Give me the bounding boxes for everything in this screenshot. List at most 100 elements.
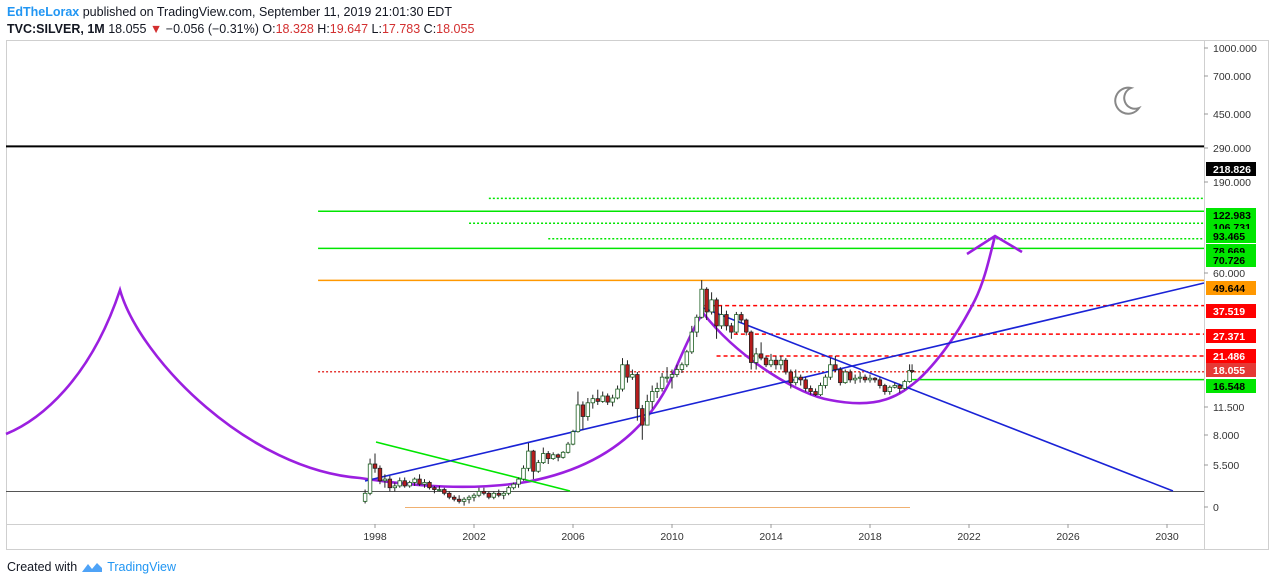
candle-body — [887, 386, 892, 392]
price-label-box — [1206, 329, 1256, 343]
candle-body — [640, 408, 645, 426]
candle-body — [590, 398, 595, 404]
chart-frame — [6, 40, 1269, 550]
price-label-text: 18.055 — [1213, 365, 1245, 377]
candle-body — [397, 480, 402, 487]
candle-body — [372, 463, 378, 469]
candle-body — [848, 371, 853, 381]
candle-body — [669, 374, 675, 378]
candle-body — [763, 357, 769, 366]
candle-body — [541, 453, 546, 464]
candle-body — [447, 492, 452, 498]
candle-body — [852, 377, 858, 381]
author-link[interactable]: EdTheLorax — [7, 5, 80, 19]
candle-body — [788, 371, 793, 384]
candle-body — [575, 404, 581, 433]
candle-body — [758, 353, 764, 359]
candle-body — [407, 482, 412, 487]
price-tick-label: 60.000 — [1213, 268, 1245, 280]
down-triangle-icon: ▼ — [149, 22, 163, 36]
candle-body — [828, 364, 833, 378]
candle-body — [793, 376, 798, 384]
candle-body — [862, 376, 868, 381]
blue-resistance-trendline[interactable] — [702, 307, 1174, 492]
candle-body — [684, 351, 690, 366]
candle-body — [882, 385, 888, 392]
candle-body — [551, 454, 556, 460]
candle-body — [704, 288, 709, 313]
candle-body — [620, 364, 625, 390]
candle-body — [857, 376, 863, 379]
candle-body — [427, 482, 432, 489]
candle-body — [461, 498, 467, 502]
blue-support-trendline[interactable] — [364, 282, 1205, 482]
candle-body — [674, 369, 680, 375]
candle-body — [783, 359, 789, 373]
price-label-box — [1206, 379, 1256, 393]
price-label-box — [1206, 162, 1256, 176]
candle-body — [699, 288, 704, 318]
candle-body — [803, 379, 808, 389]
candle-body — [897, 385, 902, 389]
purple-peak-marker[interactable] — [966, 234, 1023, 256]
candle-body — [417, 478, 422, 485]
candle-body — [555, 454, 561, 458]
candle-body — [813, 391, 818, 396]
candle-body — [456, 498, 462, 502]
time-tick-label: 2010 — [660, 531, 684, 543]
price-label-text: 122.983 — [1213, 210, 1251, 222]
green-trendline[interactable] — [375, 441, 571, 492]
symbol-label[interactable]: TVC:SILVER, 1M — [7, 22, 105, 36]
price-label-text: 21.486 — [1213, 351, 1245, 363]
moon-icon[interactable] — [1114, 86, 1142, 115]
candle-body — [481, 490, 487, 494]
price-tick-label: 190.000 — [1213, 177, 1251, 189]
candle-body — [565, 443, 571, 453]
candle-body — [600, 395, 605, 402]
horizontal-price-lines — [6, 145, 1204, 381]
price-label-text: 70.726 — [1213, 255, 1245, 267]
candle-body — [615, 388, 620, 399]
price-label-text: 37.519 — [1213, 306, 1245, 318]
high-value: 19.647 — [329, 22, 369, 36]
tradingview-brand[interactable]: TradingView — [107, 560, 176, 574]
time-tick-label: 2030 — [1155, 531, 1179, 543]
candle-body — [867, 377, 873, 381]
candle-body — [724, 314, 729, 327]
purple-arc-curve[interactable] — [5, 235, 997, 489]
high-label: H: — [317, 22, 330, 36]
candle-body — [412, 478, 417, 483]
time-tick-label: 2002 — [462, 531, 486, 543]
price-tick-label: 8.000 — [1213, 430, 1239, 442]
candle-body — [595, 398, 600, 402]
time-tick-label: 2014 — [759, 531, 783, 543]
price-label-text: 93.465 — [1213, 231, 1245, 243]
candle-body — [645, 400, 650, 426]
candle-body — [451, 496, 457, 500]
candle-body — [709, 299, 714, 313]
candle-body — [605, 395, 610, 403]
candle-body — [909, 370, 915, 373]
chart-header: EdTheLorax published on TradingView.com,… — [7, 4, 452, 20]
published-text: published on TradingView.com, September … — [82, 5, 452, 19]
price-label-box — [1206, 208, 1256, 222]
price-labels: 218.826122.983106.73193.46578.66970.7264… — [1206, 162, 1256, 393]
price-label-box — [1206, 253, 1256, 267]
candle-body — [907, 370, 912, 382]
candle-body — [560, 451, 566, 458]
candle-body — [526, 450, 531, 469]
candle-body — [679, 364, 685, 370]
price-label-text: 27.371 — [1213, 331, 1245, 343]
candle-body — [773, 359, 779, 366]
candle-body — [476, 490, 482, 496]
candle-body — [654, 388, 660, 392]
candle-body — [496, 492, 501, 496]
tradingview-logo-icon — [82, 563, 103, 572]
price-tick-label: 11.500 — [1213, 402, 1244, 414]
price-label-text: 218.826 — [1213, 164, 1251, 176]
candle-body — [536, 462, 541, 472]
candle-body — [877, 379, 883, 386]
candle-body — [808, 388, 813, 392]
candle-body — [382, 478, 388, 482]
